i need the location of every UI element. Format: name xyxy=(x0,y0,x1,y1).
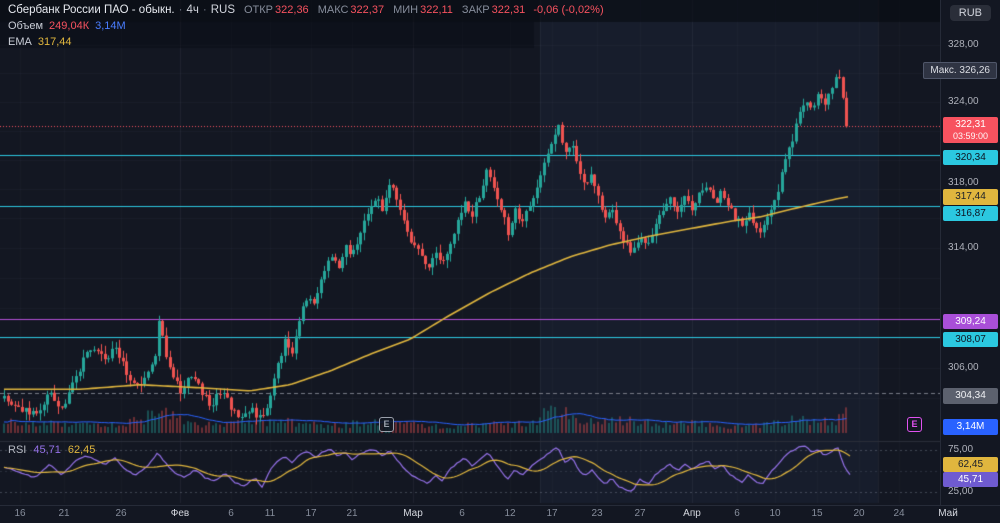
time-axis[interactable]: 16 21 26 Фев 6 11 17 21 Мар 6 12 17 23 27 Апр 6 10 15 20 24… xyxy=(0,505,1000,523)
ema-value-text: 317,44 xyxy=(37,36,72,48)
rsi-value-badge: 45,71 xyxy=(943,471,998,488)
time-label-month[interactable]: Апр xyxy=(683,508,701,519)
volume-ma-badge: 3,14М xyxy=(943,419,998,435)
low-value: 322,11 xyxy=(420,4,453,16)
separator-dot: · xyxy=(202,4,207,16)
time-label[interactable]: 26 xyxy=(115,508,127,519)
price-axis-label: 306,00 xyxy=(948,361,979,373)
high-price-badge: Макс. 326,26 xyxy=(923,61,997,80)
level-316-text: 316,87 xyxy=(955,207,986,219)
time-label[interactable]: 23 xyxy=(591,508,603,519)
last-price-badge: 322,31 03:59:00 xyxy=(943,117,998,144)
high-value: 322,37 xyxy=(350,4,385,16)
high-price-text: Макс. 326,26 xyxy=(930,64,990,76)
rsi-axis-label: 25,00 xyxy=(948,486,974,497)
earnings-marker[interactable]: E xyxy=(907,417,922,432)
time-label[interactable]: 16 xyxy=(14,508,26,519)
low-label: МИН xyxy=(393,4,419,16)
volume-ma-text: 3,14М xyxy=(956,421,985,432)
rsi-indicator-label: RSI xyxy=(8,444,27,456)
volume-indicator-label: Объем xyxy=(8,20,44,32)
time-label[interactable]: 15 xyxy=(811,508,823,519)
separator-dot: · xyxy=(178,4,183,16)
ohlc-open: ОТКР 322,36 xyxy=(244,4,309,16)
price-axis[interactable]: 328,00 324,00 318,00 314,00 306,00 Макс. 326,… xyxy=(923,0,1000,505)
rsi-ma-text: 62,45 xyxy=(957,458,984,470)
volume-indicator-row[interactable]: Объем 249,04К 3,14М xyxy=(8,20,604,32)
time-label-month[interactable]: Мар xyxy=(403,508,423,519)
ema-indicator-row[interactable]: EMA 317,44 xyxy=(8,36,604,48)
exchange-label: RUS xyxy=(210,4,235,16)
ohlc-low: МИН 322,11 xyxy=(393,4,453,16)
rsi-axis-label: 75,00 xyxy=(948,444,974,455)
level-320-text: 320,34 xyxy=(955,151,986,163)
close-value: 322,31 xyxy=(491,4,526,16)
level-320-badge: 320,34 xyxy=(943,149,998,166)
level-304-text: 304,34 xyxy=(955,390,986,402)
currency-button[interactable]: RUB xyxy=(949,5,991,21)
level-304-badge: 304,34 xyxy=(943,388,998,404)
rsi-ma-value-text: 62,45 xyxy=(67,444,96,456)
time-label[interactable]: 17 xyxy=(305,508,317,519)
time-label[interactable]: 21 xyxy=(346,508,358,519)
time-label[interactable]: 17 xyxy=(546,508,558,519)
rsi-value-text: 45,71 xyxy=(33,444,61,456)
rsi-value-text: 45,71 xyxy=(957,473,984,485)
time-label[interactable]: 6 xyxy=(228,508,234,519)
time-label-month[interactable]: Фев xyxy=(170,508,190,519)
volume-ma-value: 3,14М xyxy=(95,20,126,32)
volume-value: 249,04К xyxy=(49,20,90,32)
last-price-text: 322,31 xyxy=(955,119,986,131)
time-label[interactable]: 21 xyxy=(58,508,70,519)
time-label[interactable]: 6 xyxy=(734,508,740,519)
time-label[interactable]: 20 xyxy=(853,508,865,519)
level-308-badge: 308,07 xyxy=(943,331,998,348)
time-label[interactable]: 11 xyxy=(264,508,276,519)
open-label: ОТКР xyxy=(244,4,274,16)
level-309-badge: 309,24 xyxy=(943,313,998,330)
ema-value-text: 317,44 xyxy=(955,191,986,203)
ohlc-close: ЗАКР 322,31 xyxy=(462,4,525,16)
timeframe-label[interactable]: 4ч xyxy=(186,4,199,16)
level-316-badge: 316,87 xyxy=(943,205,998,222)
level-308-text: 308,07 xyxy=(955,333,986,345)
ohlc-high: МАКС 322,37 xyxy=(318,4,384,16)
high-label: МАКС xyxy=(317,4,349,16)
symbol-title[interactable]: Сбербанк России ПАО - обыкн. xyxy=(8,4,175,16)
price-axis-label: 328,00 xyxy=(948,39,979,50)
close-label: ЗАКР xyxy=(461,4,490,16)
time-label-month[interactable]: Май xyxy=(938,508,958,519)
price-axis-label: 314,00 xyxy=(948,241,979,253)
level-309-text: 309,24 xyxy=(955,315,986,327)
time-label[interactable]: 6 xyxy=(459,508,465,519)
ema-indicator-label: EMA xyxy=(8,36,32,48)
time-label[interactable]: 12 xyxy=(504,508,516,519)
ema-value-badge: 317,44 xyxy=(943,189,998,205)
symbol-row: Сбербанк России ПАО - обыкн. · 4ч · RUS … xyxy=(8,4,604,16)
countdown-timer: 03:59:00 xyxy=(952,130,989,141)
time-label[interactable]: 10 xyxy=(769,508,781,519)
price-axis-label: 324,00 xyxy=(948,96,979,108)
earnings-marker[interactable]: E xyxy=(379,417,394,432)
time-label[interactable]: 24 xyxy=(893,508,905,519)
chart-legend: Сбербанк России ПАО - обыкн. · 4ч · RUS … xyxy=(8,4,604,48)
open-value: 322,36 xyxy=(275,4,309,16)
price-change: -0,06 (-0,02%) xyxy=(533,4,604,16)
rsi-ma-badge: 62,45 xyxy=(943,456,998,473)
time-label[interactable]: 27 xyxy=(634,508,646,519)
price-chart-canvas[interactable] xyxy=(0,0,940,505)
rsi-indicator-row[interactable]: RSI 45,71 62,45 xyxy=(8,444,95,456)
price-axis-label: 318,00 xyxy=(948,177,979,189)
